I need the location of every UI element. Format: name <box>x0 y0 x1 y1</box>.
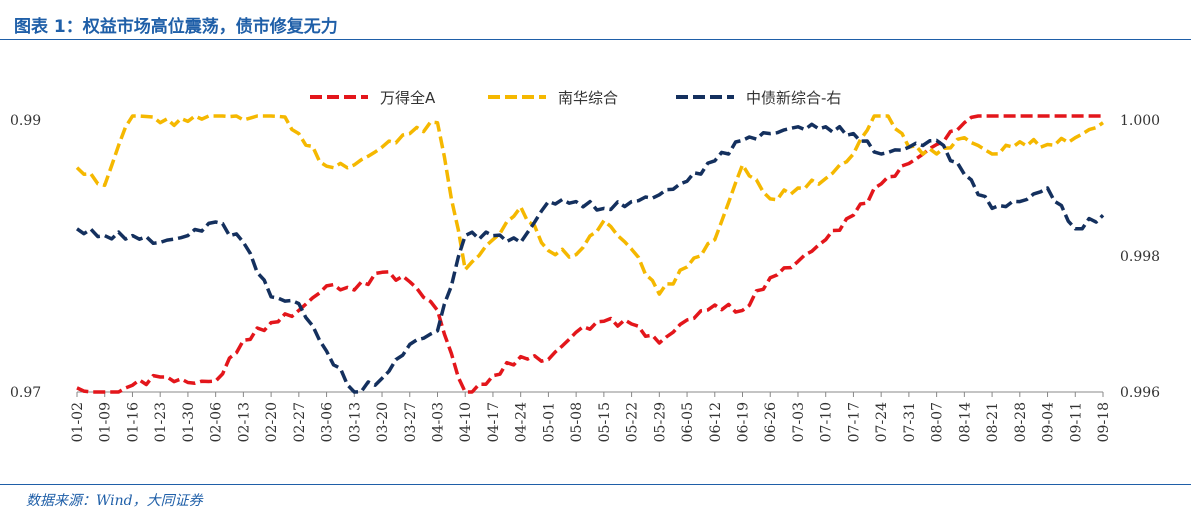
title-divider <box>0 39 1191 40</box>
x-tick-label: 06-05 <box>680 402 696 442</box>
x-tick-label: 04-03 <box>430 402 446 442</box>
x-tick-label: 04-17 <box>486 402 502 442</box>
source-note: 数据来源：Wind，大同证券 <box>26 493 203 509</box>
y-left-tick-label: 0.99 <box>10 113 41 129</box>
legend-label-1: 万得全A <box>380 89 436 107</box>
x-tick-label: 06-12 <box>708 402 724 442</box>
x-tick-label: 08-21 <box>985 402 1001 442</box>
x-tick-label: 08-07 <box>930 402 946 442</box>
x-tick-label: 05-15 <box>597 402 613 442</box>
x-tick-label: 03-27 <box>403 402 419 442</box>
x-tick-label: 06-26 <box>763 402 779 442</box>
x-tick-label: 05-22 <box>625 402 641 442</box>
x-tick-label: 08-14 <box>957 402 973 442</box>
axes-layer: 01-02 01-09 01-16 01-23 01-30 02-06 02-13 02-20… <box>10 113 1160 442</box>
x-tick-label: 02-13 <box>236 402 252 442</box>
x-tick-label: 01-23 <box>153 402 169 442</box>
series-line-2 <box>75 114 1105 296</box>
x-tick-label: 02-27 <box>292 402 308 442</box>
legend-label-3: 中债新综合-右 <box>746 89 841 107</box>
x-tick-label: 07-17 <box>846 402 862 442</box>
x-tick-label: 04-10 <box>458 402 474 442</box>
footer-divider <box>0 484 1191 485</box>
x-tick-label: 09-11 <box>1068 402 1084 442</box>
y-right-tick-label: 0.998 <box>1120 249 1160 265</box>
x-tick-label: 08-28 <box>1013 402 1029 442</box>
series-line-1 <box>76 114 1103 394</box>
x-tick-label: 01-16 <box>125 402 141 442</box>
y-left-tick-label: 0.97 <box>10 385 41 401</box>
x-tick-label: 06-19 <box>736 402 752 442</box>
series-line-3 <box>75 122 1105 394</box>
legend: 万得全A 南华综合 中债新综合-右 <box>310 89 841 107</box>
x-tick-label: 01-09 <box>98 402 114 442</box>
x-tick-label: 02-06 <box>209 402 225 442</box>
x-tick-label: 07-31 <box>902 402 918 442</box>
y-right-tick-label: 1.000 <box>1120 113 1160 129</box>
x-tick-label: 09-04 <box>1041 402 1057 442</box>
x-tick-label: 05-29 <box>652 402 668 442</box>
x-tick-label: 07-10 <box>819 402 835 442</box>
x-tick-label: 09-18 <box>1096 402 1112 442</box>
x-tick-label: 05-08 <box>569 402 585 442</box>
x-tick-label: 02-20 <box>264 402 280 442</box>
x-tick-label: 03-06 <box>320 402 336 442</box>
legend-label-2: 南华综合 <box>558 89 618 107</box>
x-tick-label: 04-24 <box>514 402 530 442</box>
chart-title: 图表 1：权益市场高位震荡，债市修复无力 <box>14 17 338 37</box>
x-tick-label: 05-01 <box>541 402 557 442</box>
x-tick-label: 03-20 <box>375 402 391 442</box>
x-tick-label: 01-30 <box>181 402 197 442</box>
x-tick-label: 07-24 <box>874 402 890 442</box>
x-tick-label: 07-03 <box>791 402 807 442</box>
y-right-tick-label: 0.996 <box>1120 385 1160 401</box>
x-tick-label: 03-13 <box>347 402 363 442</box>
x-tick-label: 01-02 <box>70 402 86 442</box>
series-layer <box>75 114 1105 394</box>
